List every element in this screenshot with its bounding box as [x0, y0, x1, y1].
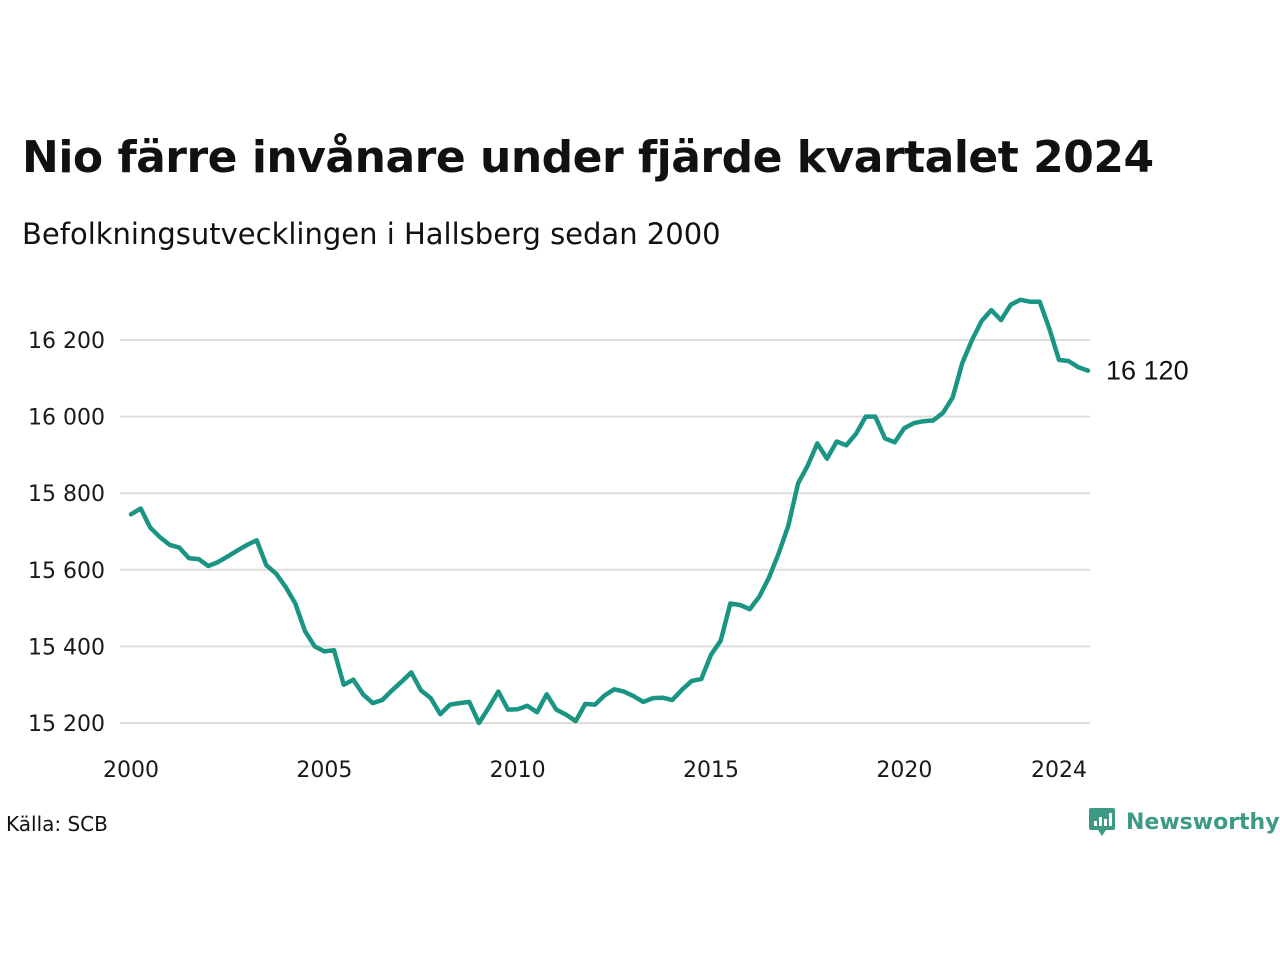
last-value-label: 16 120 [1106, 356, 1189, 386]
y-tick-label: 15 200 [28, 712, 105, 737]
x-tick-label: 2000 [103, 758, 159, 783]
y-tick-label: 16 000 [28, 406, 105, 431]
newsworthy-logo-icon [1089, 808, 1115, 836]
population-series-line [128, 297, 1091, 726]
series-layer [128, 297, 1091, 726]
y-axis-ticks: 15 200 15 400 15 600 15 800 16 000 16 200 [28, 329, 105, 737]
x-tick-label: 2005 [296, 758, 352, 783]
x-tick-label: 2015 [683, 758, 739, 783]
chart-subtitle: Befolkningsutvecklingen i Hallsberg seda… [22, 217, 721, 251]
brand-name: Newsworthy [1126, 809, 1280, 835]
x-tick-label: 2010 [490, 758, 546, 783]
x-axis-ticks: 2000 2005 2010 2015 2020 2024 [103, 758, 1087, 783]
source-label: Källa: SCB [6, 812, 108, 836]
y-tick-label: 16 200 [28, 329, 105, 354]
grid-lines [120, 339, 1090, 724]
x-tick-label: 2020 [876, 758, 932, 783]
y-tick-label: 15 800 [28, 482, 105, 507]
brand-logo: Newsworthy [1088, 804, 1280, 840]
y-tick-label: 15 400 [28, 635, 105, 660]
chart-title: Nio färre invånare under fjärde kvartale… [22, 132, 1154, 183]
y-tick-label: 15 600 [28, 559, 105, 584]
x-tick-label: 2024 [1031, 758, 1087, 783]
